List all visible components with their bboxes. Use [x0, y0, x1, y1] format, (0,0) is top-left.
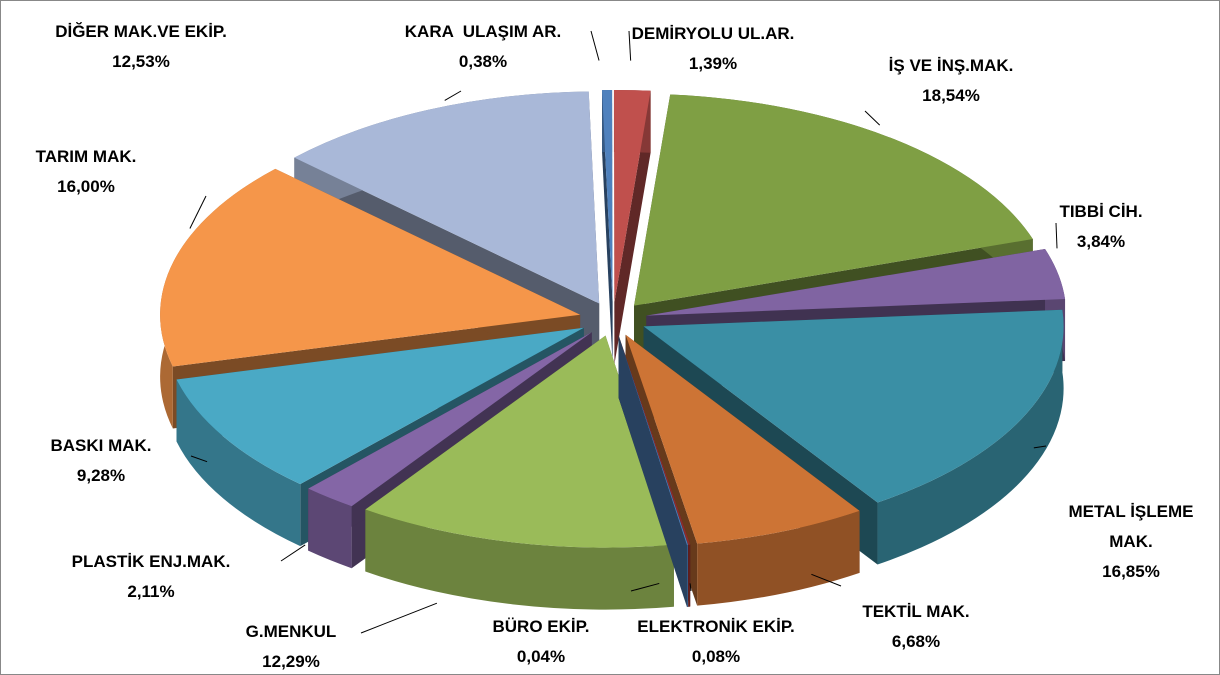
slice	[160, 168, 581, 367]
category-label: DİĞER MAK.VE EKİP.	[55, 22, 227, 41]
value-label: 0,38%	[458, 52, 508, 71]
slice-label: TARIM MAK. 16,00%	[6, 142, 166, 202]
leader-line	[360, 602, 438, 634]
slice-label: TEKTİL MAK. 6,68%	[836, 597, 996, 657]
value-label: 16,85%	[1102, 562, 1160, 581]
slice-side	[618, 335, 687, 607]
slice-label: BASKI MAK. 9,28%	[21, 431, 181, 491]
value-label: 1,39%	[688, 54, 738, 73]
value-label: 12,53%	[112, 52, 170, 71]
slice-label: TIBBİ CİH. 3,84%	[1031, 197, 1171, 257]
value-label: 9,28%	[76, 466, 126, 485]
category-label: PLASTİK ENJ.MAK.	[71, 552, 231, 571]
slice	[643, 309, 1064, 503]
category-label: TARIM MAK.	[35, 147, 137, 166]
slice-side	[308, 488, 352, 569]
slice-label: METAL İŞLEME MAK. 16,85%	[1056, 497, 1206, 587]
leader-line	[1055, 222, 1058, 249]
slice-side	[686, 544, 688, 607]
value-label: 16,00%	[57, 177, 115, 196]
category-label: BÜRO EKİP.	[492, 617, 590, 636]
slice	[613, 90, 651, 303]
slice	[308, 332, 592, 507]
slice-side	[176, 379, 301, 547]
leader-line	[190, 455, 208, 463]
category-label: G.MENKUL	[245, 622, 337, 641]
value-label: 3,84%	[1076, 232, 1126, 251]
slice	[602, 90, 613, 303]
slice-side	[697, 510, 860, 606]
slice-label: ELEKTRONİK EKİP. 0,08%	[596, 612, 836, 672]
category-label: DEMİRYOLU UL.AR.	[631, 24, 795, 43]
leader-line	[864, 110, 881, 126]
slice	[365, 335, 674, 548]
leader-line	[444, 90, 462, 101]
leader-line	[1033, 445, 1047, 449]
slice-label: DİĞER MAK.VE EKİP. 12,53%	[41, 17, 241, 77]
slice-label: BÜRO EKİP. 0,04%	[461, 612, 621, 672]
category-label: BASKI MAK.	[50, 436, 152, 455]
value-label: 6,68%	[891, 632, 941, 651]
slice-side	[308, 332, 592, 551]
slice-side	[614, 90, 651, 365]
slice-side	[365, 509, 674, 610]
value-label: 0,08%	[691, 647, 741, 666]
leader-line	[590, 30, 600, 61]
slice-label: DEMİRYOLU UL.AR. 1,39%	[593, 19, 833, 79]
category-label: TIBBİ CİH.	[1059, 202, 1143, 221]
leader-line	[628, 30, 632, 61]
slice	[646, 248, 1066, 316]
slice	[625, 334, 860, 544]
leader-line	[280, 544, 306, 562]
leader-line	[689, 583, 692, 592]
value-label: 2,11%	[127, 582, 175, 601]
category-label: TEKTİL MAK.	[862, 602, 970, 621]
value-label: 12,29%	[262, 652, 320, 671]
slice	[294, 91, 600, 304]
slice-label: İŞ VE İNŞ.MAK. 18,54%	[841, 51, 1061, 111]
leader-line	[630, 582, 660, 592]
slice	[634, 94, 1033, 306]
slice-side	[688, 544, 691, 607]
category-label: KARA ULAŞIM AR.	[404, 22, 562, 41]
slice	[176, 327, 584, 485]
leader-line	[811, 573, 842, 587]
value-label: 18,54%	[922, 86, 980, 105]
category-label: İŞ VE İNŞ.MAK.	[888, 56, 1014, 75]
leader-line	[189, 195, 207, 229]
category-label: ELEKTRONİK EKİP.	[637, 617, 795, 636]
slice-label: G.MENKUL 12,29%	[211, 617, 371, 674]
slice-side	[877, 309, 1064, 565]
slice-label: KARA ULAŞIM AR. 0,38%	[373, 17, 593, 77]
slice	[618, 335, 691, 545]
slice-label: PLASTİK ENJ.MAK. 2,11%	[21, 547, 281, 607]
value-label: 0,04%	[516, 647, 566, 666]
slice	[618, 335, 688, 545]
category-label: METAL İŞLEME MAK.	[1068, 502, 1199, 551]
slice-side	[602, 90, 613, 365]
